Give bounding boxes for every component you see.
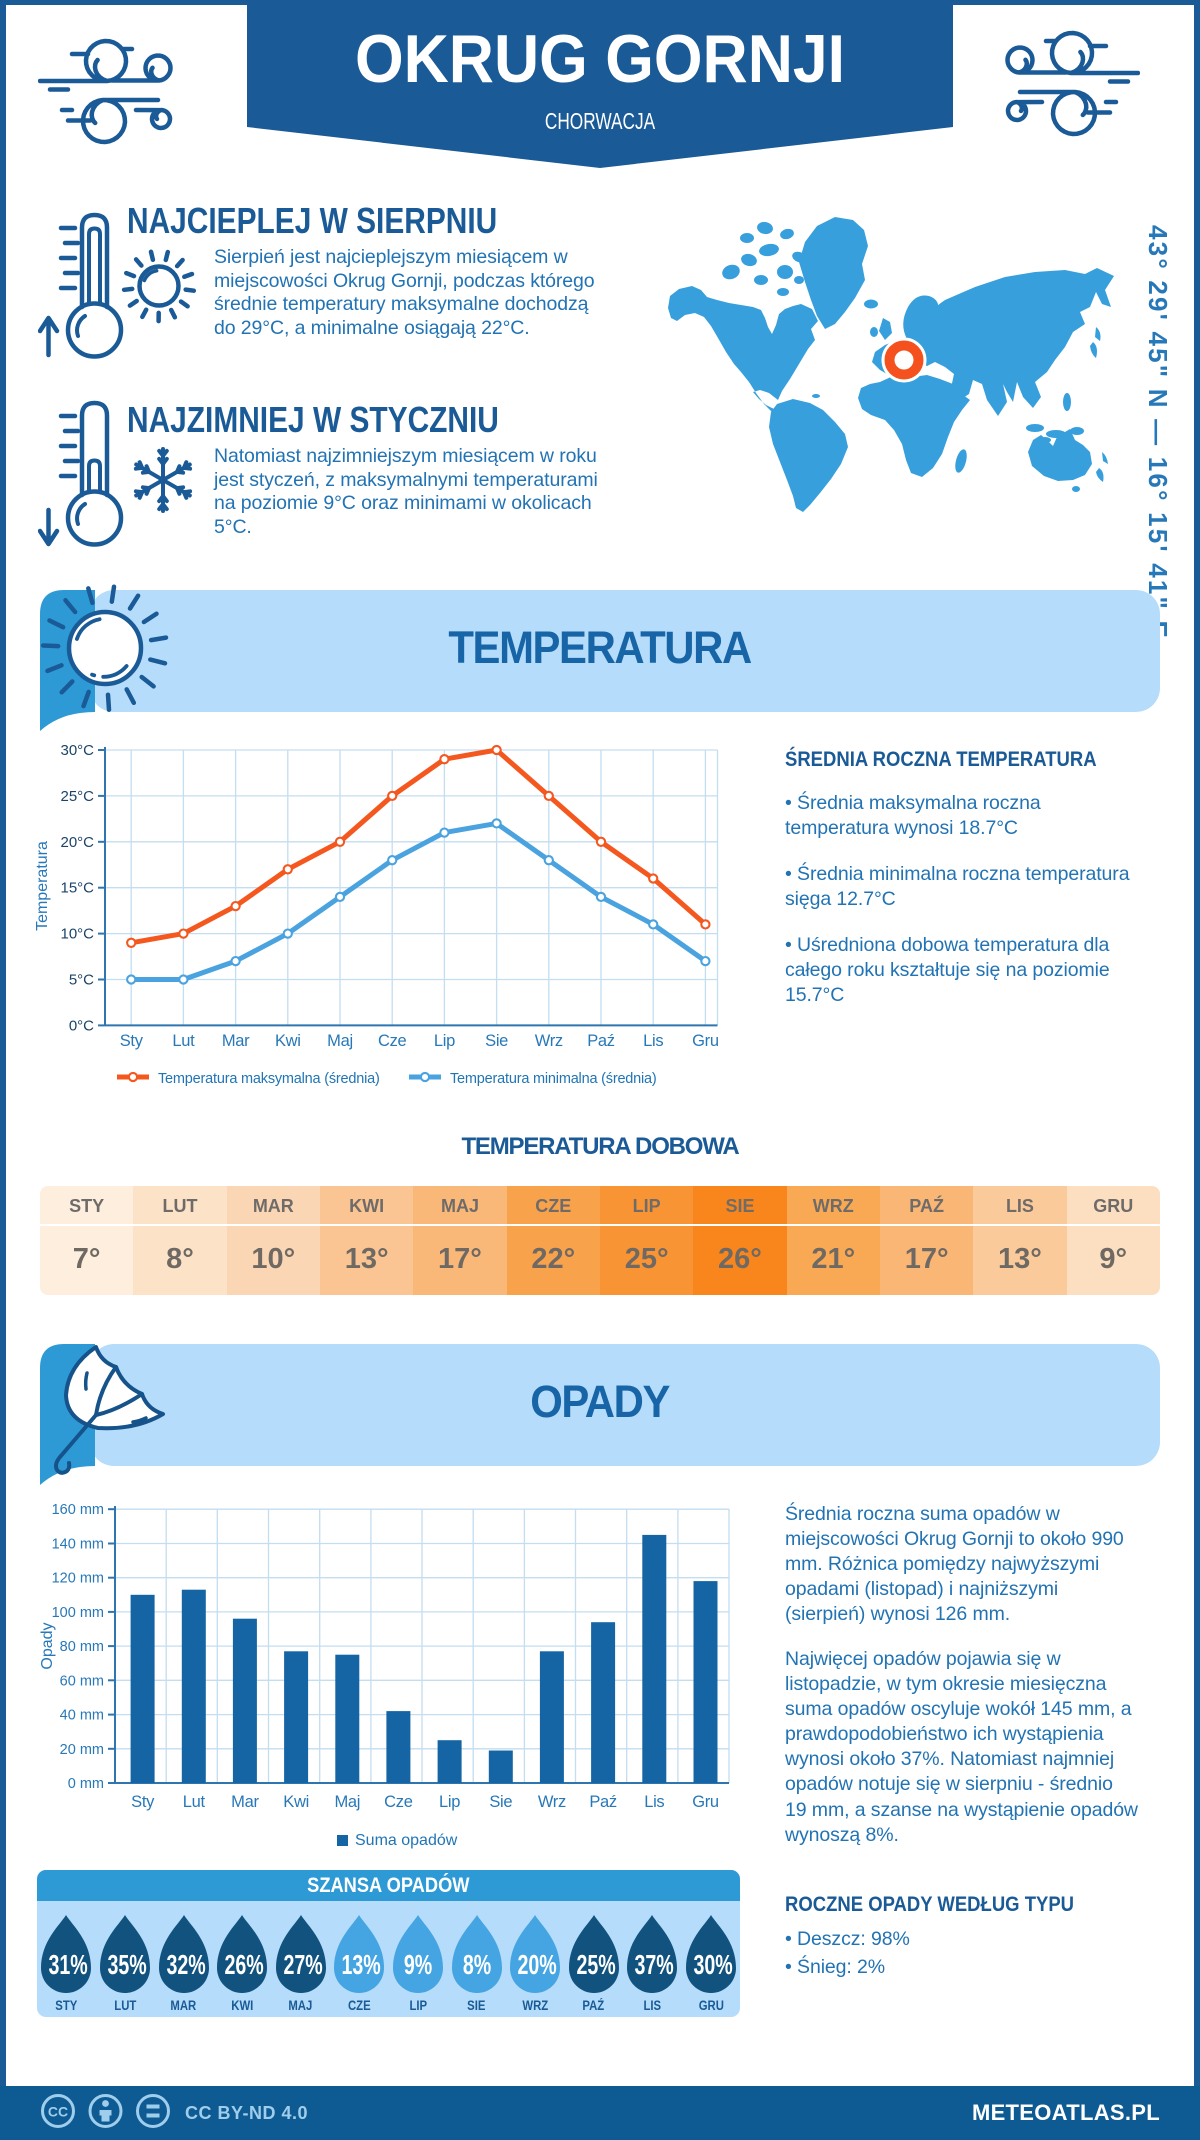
- svg-text:40 mm: 40 mm: [60, 1708, 104, 1724]
- svg-text:Suma opadów: Suma opadów: [355, 1832, 458, 1849]
- svg-text:Lip: Lip: [439, 1793, 460, 1811]
- svg-text:Temperatura maksymalna (średni: Temperatura maksymalna (średnia): [158, 1071, 380, 1087]
- svg-text:Kwi: Kwi: [275, 1032, 301, 1050]
- svg-text:Maj: Maj: [327, 1032, 353, 1050]
- svg-text:20 mm: 20 mm: [60, 1742, 104, 1758]
- svg-text:Lut: Lut: [172, 1032, 195, 1050]
- svg-text:100 mm: 100 mm: [52, 1605, 104, 1621]
- svg-text:Gru: Gru: [692, 1032, 719, 1050]
- svg-text:5°C: 5°C: [69, 972, 94, 989]
- svg-text:Mar: Mar: [222, 1032, 250, 1050]
- svg-text:Cze: Cze: [378, 1032, 407, 1050]
- svg-text:0 mm: 0 mm: [68, 1776, 104, 1792]
- svg-text:Sty: Sty: [120, 1032, 144, 1050]
- svg-text:0°C: 0°C: [69, 1017, 94, 1034]
- svg-text:Wrz: Wrz: [538, 1793, 566, 1811]
- svg-text:60 mm: 60 mm: [60, 1673, 104, 1689]
- svg-text:Kwi: Kwi: [283, 1793, 309, 1811]
- svg-text:Lut: Lut: [183, 1793, 206, 1811]
- svg-text:Opady: Opady: [39, 1622, 56, 1669]
- svg-text:CC: CC: [48, 2104, 68, 2120]
- svg-text:Sie: Sie: [485, 1032, 508, 1050]
- svg-text:120 mm: 120 mm: [52, 1571, 104, 1587]
- svg-text:30°C: 30°C: [60, 742, 94, 759]
- svg-text:Temperatura minimalna (średnia: Temperatura minimalna (średnia): [450, 1071, 657, 1087]
- svg-text:160 mm: 160 mm: [52, 1502, 104, 1518]
- svg-text:80 mm: 80 mm: [60, 1639, 104, 1655]
- svg-text:Sie: Sie: [489, 1793, 512, 1811]
- svg-text:Gru: Gru: [692, 1793, 719, 1811]
- svg-text:Paź: Paź: [589, 1793, 617, 1811]
- svg-text:20°C: 20°C: [60, 834, 94, 851]
- svg-text:140 mm: 140 mm: [52, 1537, 104, 1553]
- svg-text:Lis: Lis: [643, 1032, 663, 1050]
- svg-text:Temperatura: Temperatura: [34, 841, 51, 931]
- svg-text:10°C: 10°C: [60, 926, 94, 943]
- svg-text:Mar: Mar: [231, 1793, 259, 1811]
- svg-text:Maj: Maj: [334, 1793, 360, 1811]
- svg-text:Lis: Lis: [644, 1793, 664, 1811]
- svg-text:Wrz: Wrz: [535, 1032, 563, 1050]
- svg-text:25°C: 25°C: [60, 788, 94, 805]
- svg-text:Sty: Sty: [131, 1793, 155, 1811]
- svg-text:Paź: Paź: [587, 1032, 615, 1050]
- svg-text:Cze: Cze: [384, 1793, 413, 1811]
- svg-text:Lip: Lip: [434, 1032, 455, 1050]
- svg-text:15°C: 15°C: [60, 880, 94, 897]
